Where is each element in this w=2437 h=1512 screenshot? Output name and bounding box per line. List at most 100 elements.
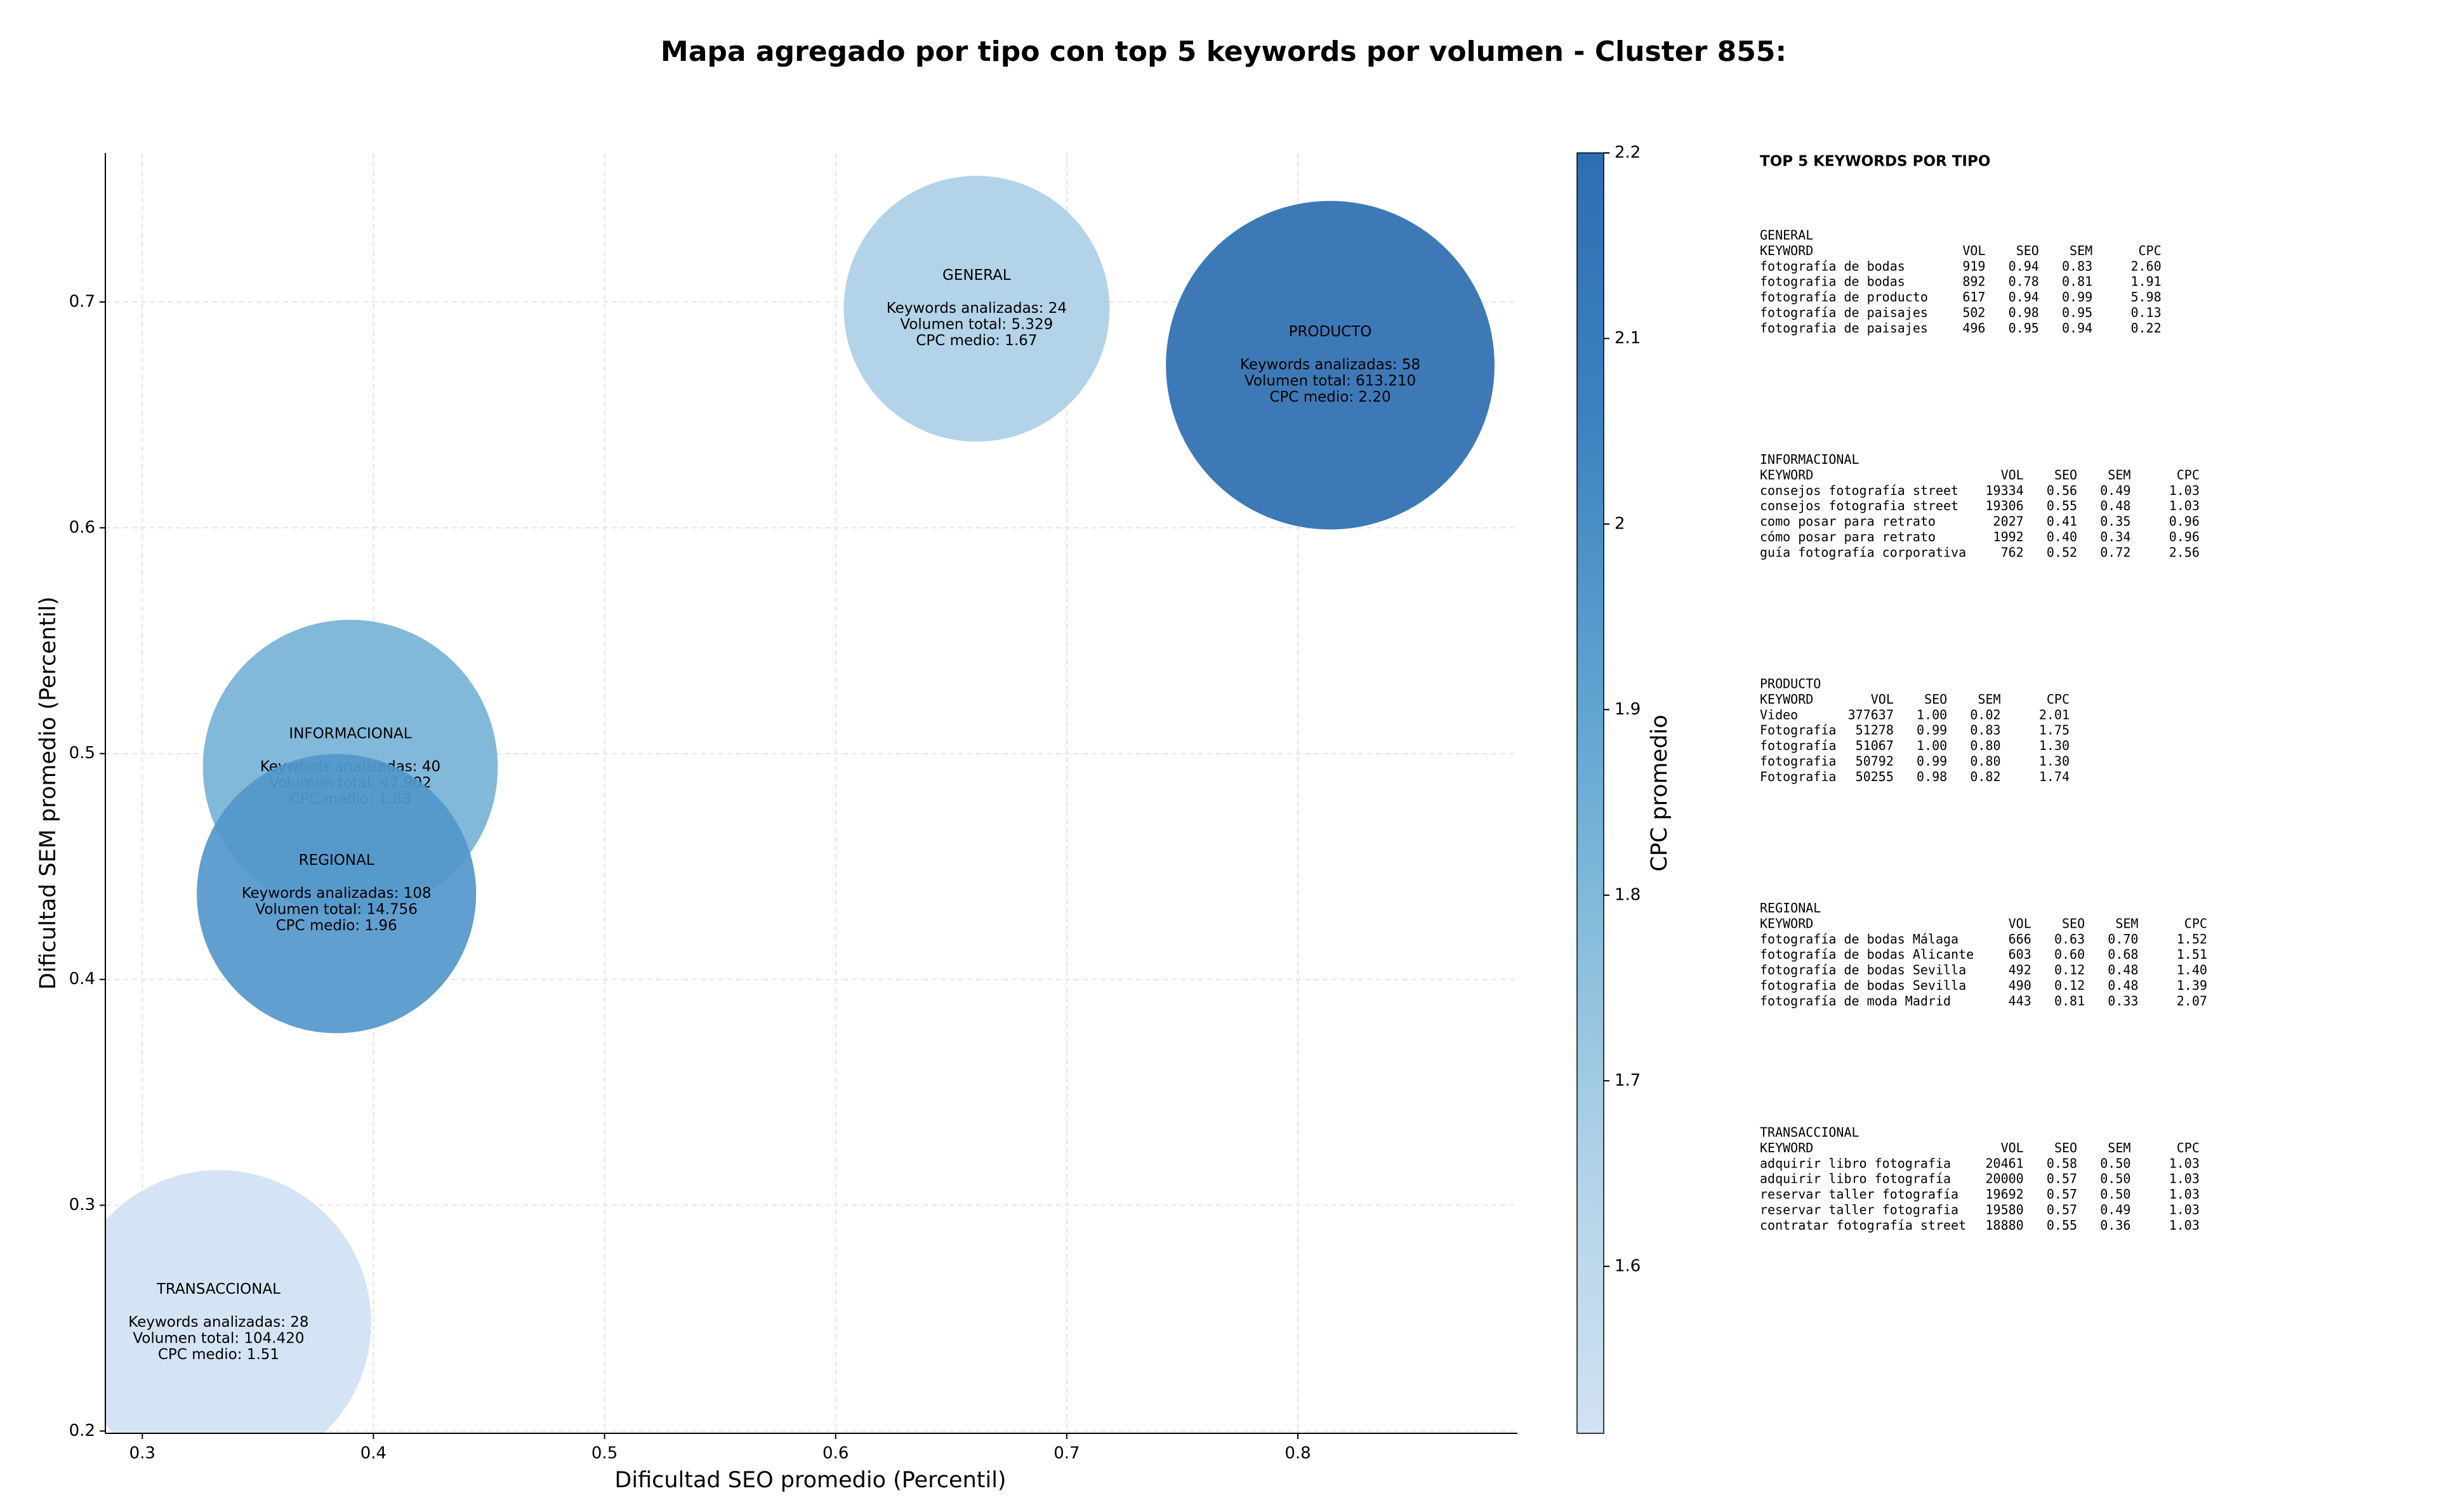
table-cell: 1.40 [2177,963,2207,978]
y-tick-label: 0.6 [69,518,95,537]
table-cell: 0.35 [2100,514,2130,529]
table-cell: 0.22 [2130,320,2161,336]
table-cell: 0.57 [2047,1171,2077,1187]
table-cell: adquirir libro fotografia [1760,1155,1951,1171]
table-cell: 2.01 [2039,707,2070,722]
table-cell: 0.70 [2108,931,2138,947]
table-cell: 0.83 [2062,258,2092,273]
table-section-title: PRODUCTO [1760,676,1821,692]
colorbar [1576,152,1604,1434]
table-cell: 19692 [1986,1187,2024,1202]
table-cell: 0.63 [2054,931,2085,947]
table-header: SEM [1978,692,2000,707]
table-cell: 2027 [1993,514,2024,529]
table-cell: 50792 [1856,754,1894,769]
table-cell: 0.98 [2009,305,2039,320]
table-cell: 1.00 [1917,738,1947,753]
table-cell: 377637 [1848,707,1894,722]
table-cell: 0.81 [2062,274,2092,289]
table-header: CPC [2177,1140,2200,1155]
table-header: SEM [2108,1140,2130,1155]
table-cell: reservar taller fotografia [1760,1202,1958,1218]
table-cell: 0.57 [2047,1202,2077,1218]
table-cell: 1.75 [2039,723,2070,738]
table-cell: 0.99 [1917,754,1947,769]
y-tick-label: 0.5 [69,744,95,763]
table-cell: 1.39 [2177,978,2207,993]
colorbar-tick-label: 1.7 [1615,1071,1641,1090]
table-cell: 1.74 [2039,769,2070,784]
table-section-title: TRANSACCIONAL [1760,1125,1859,1140]
table-header: SEO [1924,692,1947,707]
table-cell: 490 [2009,978,2031,993]
table-cell: 0.12 [2054,978,2085,993]
table-cell: 603 [2009,947,2031,962]
y-tick-label: 0.4 [69,970,95,989]
table-cell: fotografía [1760,738,1836,753]
y-tick-label: 0.2 [69,1421,95,1440]
table-cell: 20461 [1986,1155,2024,1171]
table-section-title: GENERAL [1760,228,1813,243]
table-header: SEM [2108,467,2130,482]
x-axis-label: Dificultad SEO promedio (Percentil) [614,1468,1006,1493]
table-cell: 0.58 [2047,1155,2077,1171]
x-tick-label: 0.6 [822,1444,849,1463]
table-cell: 443 [2009,993,2031,1008]
x-tick-label: 0.4 [360,1444,386,1463]
table-cell: 51278 [1856,723,1894,738]
table-cell: fotografía de bodas Alicante [1760,947,1974,962]
table-cell: 0.41 [2047,514,2077,529]
bubble-label: CPC medio: 1.67 [916,332,1037,349]
table-cell: 0.02 [1970,707,2000,722]
bubble [1166,201,1495,530]
table-header: CPC [2184,916,2207,931]
table-cell: 50255 [1856,769,1894,784]
table-cell: 666 [2009,931,2031,947]
table-cell: Fotografia [1760,769,1836,784]
table-cell: fotografía de bodas [1760,258,1905,273]
table-cell: 1992 [1993,529,2024,544]
table-cell: 0.56 [2047,483,2077,498]
table-cell: 0.68 [2108,947,2138,962]
table-cell: fotografía de bodas Sevilla [1760,963,1966,978]
table-cell: 1.52 [2177,931,2207,947]
bubble-name: INFORMACIONAL [289,726,411,742]
table-cell: 0.99 [1917,723,1947,738]
bubble-label: CPC medio: 2.20 [1269,389,1390,405]
table-cell: fotografia de paisajes [1760,320,1928,336]
bubble-name: PRODUCTO [1289,324,1372,340]
bubble-label: Volumen total: 104.420 [133,1331,304,1347]
bubble [843,176,1110,442]
table-cell: 892 [1962,274,1985,289]
y-tick-label: 0.7 [69,292,95,311]
table-header: KEYWORD [1760,243,1813,258]
table-cell: 762 [2001,544,2024,560]
table-cell: 0.50 [2100,1155,2130,1171]
table-cell: 1.30 [2039,738,2070,753]
colorbar-tick-label: 1.6 [1615,1256,1641,1275]
table-cell: 0.99 [2062,289,2092,305]
table-cell: 51067 [1856,738,1894,753]
colorbar-tick-label: 2 [1615,514,1625,533]
table-header: SEO [2062,916,2085,931]
table-cell: 1.03 [2169,1187,2200,1202]
table-cell: 1.03 [2169,1218,2200,1233]
table-cell: 2.56 [2169,544,2200,560]
table-cell: 0.36 [2100,1218,2130,1233]
table-cell: fotografía de paisajes [1760,305,1928,320]
table-header: SEO [2054,1140,2077,1155]
bubble-label: Keywords analizadas: 58 [1240,357,1420,373]
table-cell: como posar para retrato [1760,514,1936,529]
table-cell: 20000 [1986,1171,2024,1187]
table-cell: contratar fotografía street [1760,1218,1966,1233]
table-cell: 0.48 [2100,498,2130,513]
table-cell: 502 [1962,305,1985,320]
table-header: VOL [1962,243,1985,258]
table-cell: 0.95 [2062,305,2092,320]
x-tick-label: 0.7 [1053,1444,1080,1463]
table-cell: 19306 [1986,498,2024,513]
table-cell: fotografía de bodas Málaga [1760,931,1958,947]
table-cell: reservar taller fotografía [1760,1187,1958,1202]
table-header: CPC [2139,243,2162,258]
